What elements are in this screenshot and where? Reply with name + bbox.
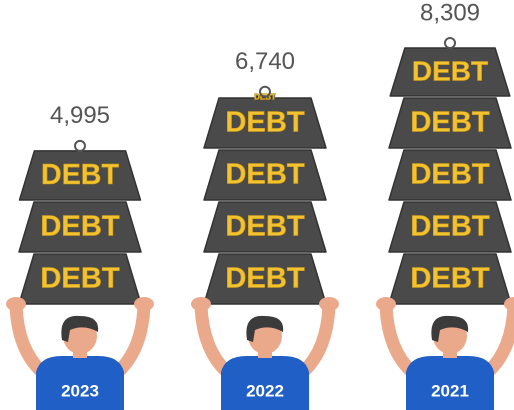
x-tick-label: 2023 xyxy=(61,381,99,400)
weight-label: DEBT xyxy=(410,159,489,191)
value-label: 6,740 xyxy=(235,48,295,75)
arm xyxy=(16,306,42,372)
arm xyxy=(118,306,144,372)
arm xyxy=(386,306,412,372)
x-tick-label: 2022 xyxy=(246,381,284,400)
hand xyxy=(191,297,211,311)
value-label: 4,995 xyxy=(50,102,110,129)
hand xyxy=(376,297,396,311)
arm xyxy=(303,306,329,372)
weight-label: DEBT xyxy=(40,263,119,295)
weight-hook xyxy=(75,141,85,151)
weight-hook xyxy=(445,38,455,48)
weight-label: DEBT xyxy=(410,211,489,243)
page: DEBTDEBTDEBT20234,995DEBTDEBTDEBTDEBTDEB… xyxy=(0,0,514,410)
weight-stack: DEBT DEBT DEBT xyxy=(19,141,141,304)
weight-label: DEBT xyxy=(412,55,488,86)
weight-label: DEBT xyxy=(225,263,304,295)
chart: DEBTDEBTDEBT20234,995DEBTDEBTDEBTDEBTDEB… xyxy=(0,0,514,410)
arm xyxy=(201,306,227,372)
weight-label: DEBT xyxy=(225,107,304,139)
weight-label: DEBT xyxy=(410,107,489,139)
hand xyxy=(134,297,154,311)
x-tick-label: 2021 xyxy=(431,381,469,400)
hand xyxy=(6,297,26,311)
weight-label: DEBT xyxy=(410,263,489,295)
weight-label: DEBT xyxy=(40,211,119,243)
hand xyxy=(319,297,339,311)
weight-label: DEBT xyxy=(41,159,119,191)
arm xyxy=(488,306,514,372)
value-label: 8,309 xyxy=(420,0,480,26)
weight-label: DEBT xyxy=(225,159,304,191)
weight-stack: DEBT DEBT DEBT DEBT DEBT xyxy=(389,38,511,304)
weight-label: DEBT xyxy=(225,211,304,243)
